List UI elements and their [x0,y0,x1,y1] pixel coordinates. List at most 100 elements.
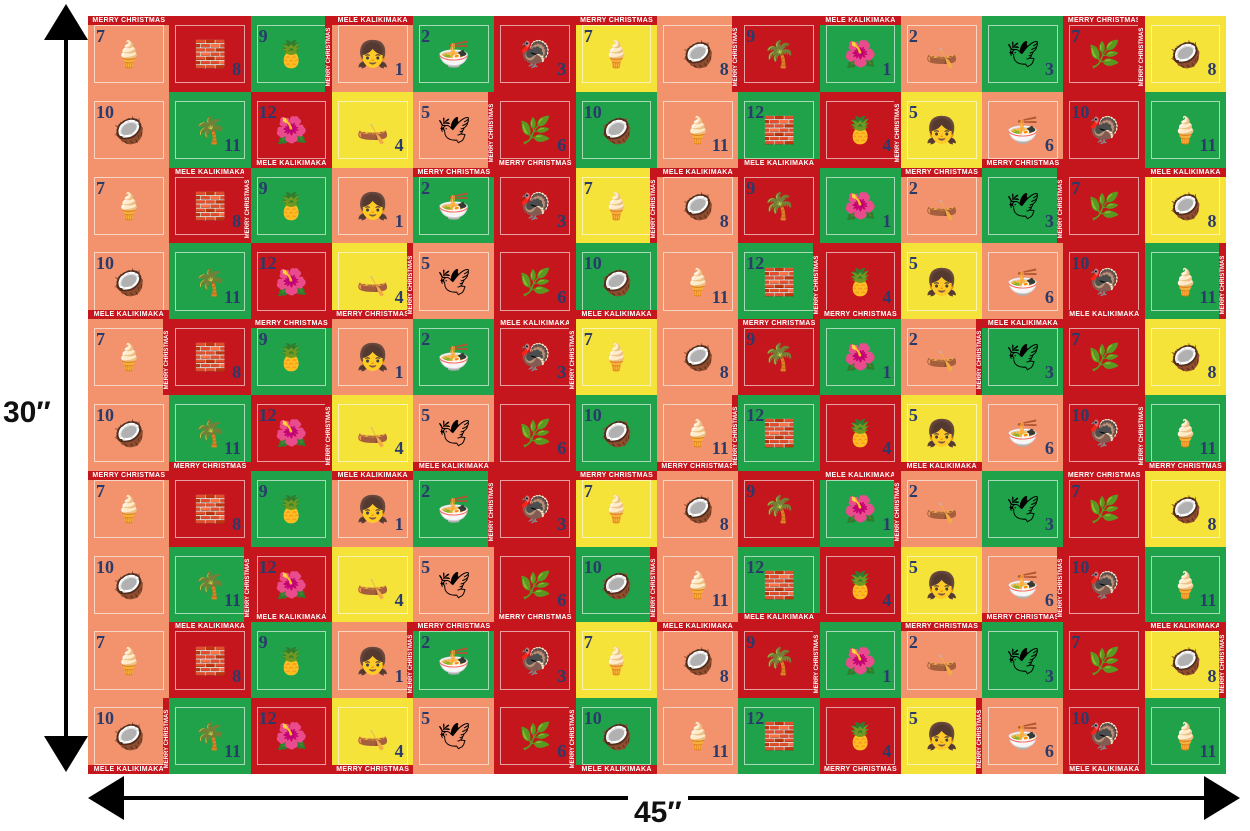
stamp-frame [1150,555,1221,614]
stamp-frame [500,404,571,463]
stamp-number: 10 [96,253,114,274]
stamp-motif-icon: 🥥 [600,418,633,449]
stamp-side-band [813,243,821,320]
stamp-frame [825,404,896,463]
stamp-caption: MERRY CHRISTMAS [413,167,495,177]
stamp-caption: MERRY CHRISTMAS [819,764,902,774]
stamp-motif-icon: 🧱 [193,493,227,524]
stamp-motif-icon: 🍦 [112,190,146,221]
stamp-motif-icon: 🌿 [1088,645,1121,676]
fabric-stamp: 🍜 6 MERRY CHRISTMAS [982,91,1064,169]
fabric-stamp: 🧱 8 MELE KALIKIMAKA MERRY CHRISTMAS [169,167,252,244]
stamp-frame [1069,707,1140,766]
stamp-frame [337,404,408,463]
stamp-motif-icon: 🥥 [112,266,146,297]
stamp-motif-icon: 🍦 [600,493,633,524]
fabric-stamp: 🍍 4 MERRY CHRISTMAS [819,243,902,320]
stamp-caption: MELE KALIKIMAKA [169,622,252,632]
fabric-stamp: 🍍 4 [819,395,902,472]
stamp-number: 2 [421,26,431,46]
stamp-number: 6 [1044,135,1054,156]
stamp-motif-icon: 🥥 [112,569,146,600]
fabric-stamp: 🍜 2 MERRY CHRISTMAS [413,167,495,244]
stamp-number: 12 [258,405,277,425]
stamp-number: 8 [1207,362,1217,383]
stamp-caption: MERRY CHRISTMAS [575,470,658,480]
stamp-frame [1069,252,1140,311]
fabric-stamp: 🌿 6 MERRY CHRISTMAS [494,91,577,169]
stamp-motif-icon: 👧 [925,721,958,752]
fabric-stamp: 🥥 8 [1144,319,1226,396]
stamp-side-band [487,470,495,548]
stamp-caption: MELE KALIKIMAKA [1144,622,1226,632]
fabric-stamp: 🍜 2 MERRY CHRISTMAS [413,622,495,699]
stamp-number: 7 [583,177,593,198]
stamp-motif-icon: 🍦 [1169,418,1202,449]
stamp-motif-icon: 🛶 [356,721,389,752]
stamp-number: 1 [394,514,404,535]
stamp-number: 1 [882,514,892,535]
stamp-motif-icon: 👧 [356,39,389,70]
stamp-number: 8 [719,59,729,80]
fabric-stamp: 👧 5 MERRY CHRISTMAS [900,698,983,774]
stamp-frame [906,100,977,160]
stamp-number: 6 [1044,589,1054,610]
stamp-motif-icon: 🌿 [519,721,552,752]
stamp-number: 12 [746,101,765,122]
stamp-number: 9 [258,177,268,198]
fabric-stamp: 🧱 8 MELE KALIKIMAKA [169,622,252,699]
fabric-stamp: 🥥 10 [88,91,170,169]
stamp-caption: MELE KALIKIMAKA [819,470,902,480]
stamp-number: 10 [583,556,602,577]
stamp-side-band [894,470,902,548]
stamp-number: 3 [557,514,567,535]
stamp-side-band [731,395,739,472]
stamp-frame [337,100,408,160]
stamp-number: 12 [258,556,277,577]
stamp-number: 9 [258,480,268,501]
stamp-number: 8 [232,665,242,686]
fabric-stamp: 🛶 4 [331,91,414,169]
stamp-side-band [1219,243,1226,320]
stamp-motif-icon: 🥥 [681,493,715,524]
stamp-number: 12 [746,708,765,729]
stamp-motif-icon: 🦃 [1088,569,1121,600]
stamp-motif-icon: 🍍 [844,114,877,145]
fabric-stamp: 🌿 6 MERRY CHRISTMAS [494,698,577,774]
stamp-number: 6 [1044,286,1054,307]
stamp-number: 5 [908,708,918,729]
stamp-frame [988,631,1058,690]
stamp-frame [419,707,489,766]
stamp-number: 11 [224,286,242,307]
fabric-stamp: 🍦 7 MERRY CHRISTMAS [88,470,170,548]
stamp-number: 8 [719,514,729,535]
stamp-motif-icon: 🍍 [844,569,877,600]
stamp-number: 10 [583,405,602,425]
stamp-side-band [569,319,577,396]
stamp-motif-icon: 🥥 [1169,342,1202,373]
fabric-stamp: 🌿 6 MERRY CHRISTMAS [494,546,577,623]
fabric-stamp: 🥥 10 MELE KALIKIMAKA [575,243,658,320]
stamp-number: 10 [96,405,114,425]
stamp-side-band [1056,546,1064,623]
stamp-motif-icon: 🌿 [519,569,552,600]
stamp-number: 3 [1044,59,1054,80]
fabric-stamp: 🛶 2 MERRY CHRISTMAS [900,622,983,699]
stamp-frame [94,479,164,539]
stamp-frame [581,707,652,766]
fabric-stamp: 🌴 11 MERRY CHRISTMAS [169,546,252,623]
stamp-side-band [569,698,577,774]
stamp-number: 2 [421,329,431,350]
stamp-motif-icon: 🍜 [1006,266,1040,297]
stamp-frame [256,100,327,160]
stamp-frame [906,479,977,539]
stamp-number: 11 [1199,589,1217,610]
stamp-caption: MERRY CHRISTMAS [88,16,170,25]
stamp-frame [500,479,571,539]
stamp-frame [988,404,1058,463]
stamp-number: 12 [258,101,277,122]
stamp-frame [419,252,489,311]
fabric-stamp: 🍦 11 [657,546,739,623]
stamp-motif-icon: 🌴 [193,114,227,145]
fabric-stamp: 🌺 12 [250,698,333,774]
